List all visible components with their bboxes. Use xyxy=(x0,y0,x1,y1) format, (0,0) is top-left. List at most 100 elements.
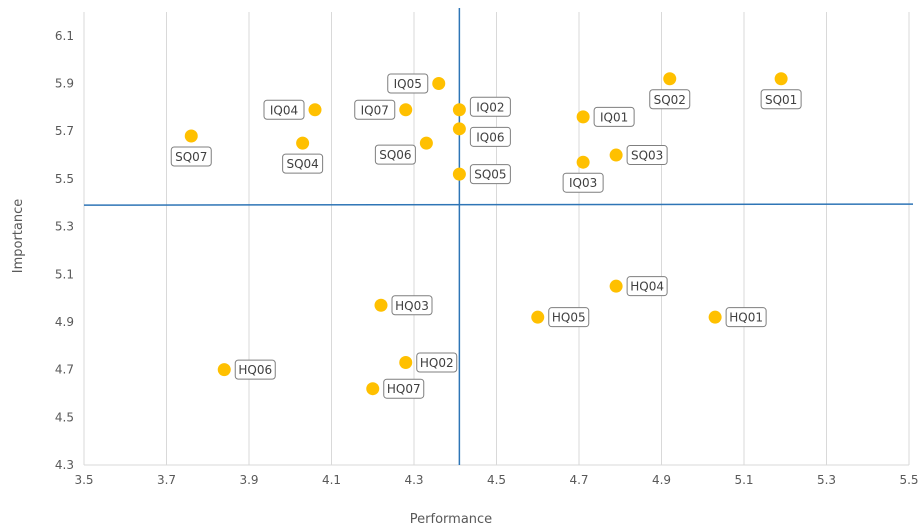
point-label: HQ01 xyxy=(725,307,767,328)
reference-lines xyxy=(83,8,914,465)
point-label-box xyxy=(383,378,425,399)
point-label: IQ03 xyxy=(562,172,604,193)
data-point xyxy=(184,129,198,143)
x-tick-label: 5.1 xyxy=(734,473,753,487)
data-point xyxy=(708,310,722,324)
point-label: SQ04 xyxy=(282,153,324,174)
data-point xyxy=(452,103,466,117)
point-label: HQ06 xyxy=(234,359,276,380)
data-point xyxy=(399,355,413,369)
point-label-text: HQ03 xyxy=(395,299,429,313)
point-label: IQ05 xyxy=(387,73,429,94)
point-label-box xyxy=(548,307,590,328)
point-label: SQ06 xyxy=(374,144,416,165)
point-label-text: IQ02 xyxy=(476,100,504,114)
point-label-box xyxy=(391,295,433,316)
data-point xyxy=(217,363,231,377)
point-label-box xyxy=(562,172,604,193)
point-label: IQ02 xyxy=(469,96,511,117)
data-point xyxy=(774,72,788,86)
point-label-box xyxy=(626,145,668,166)
grid-layer xyxy=(83,12,910,466)
x-tick-label: 3.9 xyxy=(239,473,258,487)
point-label-box xyxy=(416,352,458,373)
point-label-text: SQ01 xyxy=(765,93,797,107)
point-label: SQ03 xyxy=(626,145,668,166)
data-point xyxy=(663,72,677,86)
point-label: SQ05 xyxy=(469,164,511,185)
y-tick-label: 5.1 xyxy=(55,267,74,281)
x-tick-label: 3.7 xyxy=(157,473,176,487)
point-label-box xyxy=(282,153,324,174)
point-label-text: HQ02 xyxy=(420,356,454,370)
x-tick-label: 5.5 xyxy=(899,473,918,487)
x-tick-label: 4.9 xyxy=(652,473,671,487)
data-point xyxy=(452,167,466,181)
point-label-text: HQ07 xyxy=(387,382,421,396)
point-label-text: SQ05 xyxy=(474,168,506,182)
point-label: HQ02 xyxy=(416,352,458,373)
data-point xyxy=(399,103,413,117)
x-tick-label: 5.3 xyxy=(817,473,836,487)
x-axis-title: Performance xyxy=(410,512,492,527)
horizontal-reference-line xyxy=(83,203,914,206)
point-label-box xyxy=(170,146,212,167)
point-label-box xyxy=(725,307,767,328)
data-point xyxy=(374,298,388,312)
point-label-box xyxy=(354,99,396,120)
point-label-text: SQ02 xyxy=(654,93,686,107)
point-label-text: IQ04 xyxy=(270,103,298,117)
point-label: IQ07 xyxy=(354,99,396,120)
data-point xyxy=(432,77,446,91)
data-point xyxy=(366,382,380,396)
point-label-text: HQ04 xyxy=(630,280,664,294)
point-label-text: HQ01 xyxy=(729,311,763,325)
point-label-box xyxy=(387,73,429,94)
point-label-text: IQ05 xyxy=(394,77,422,91)
point-label: SQ01 xyxy=(760,89,802,110)
point-label-text: IQ06 xyxy=(476,130,504,144)
y-tick-label: 5.5 xyxy=(55,172,74,186)
y-tick-label: 5.3 xyxy=(55,220,74,234)
x-tick-label: 4.7 xyxy=(569,473,588,487)
data-point xyxy=(419,136,433,150)
point-label-text: SQ07 xyxy=(175,150,207,164)
data-point xyxy=(308,103,322,117)
point-label-box xyxy=(374,144,416,165)
data-points xyxy=(184,72,788,396)
y-tick-label: 5.7 xyxy=(55,124,74,138)
data-point xyxy=(296,136,310,150)
y-tick-label: 4.3 xyxy=(55,458,74,472)
x-tick-label: 4.1 xyxy=(322,473,341,487)
x-tick-label: 3.5 xyxy=(74,473,93,487)
point-label: HQ07 xyxy=(383,378,425,399)
point-label-box xyxy=(760,89,802,110)
y-tick-label: 5.9 xyxy=(55,77,74,91)
data-point xyxy=(609,279,623,293)
point-labels: SQ01 SQ02 SQ03 SQ04 SQ05 SQ06 SQ07 IQ01 IQ02 IQ03… xyxy=(170,73,802,399)
point-label-text: SQ06 xyxy=(379,148,411,162)
point-label: HQ03 xyxy=(391,295,433,316)
point-label-text: IQ01 xyxy=(600,110,628,124)
y-axis-title: Importance xyxy=(11,199,26,274)
x-tick-label: 4.3 xyxy=(404,473,423,487)
point-label-box xyxy=(469,96,511,117)
point-label-box xyxy=(469,164,511,185)
point-label: IQ01 xyxy=(593,106,635,127)
point-label-text: IQ03 xyxy=(569,176,597,190)
point-label-text: SQ04 xyxy=(286,157,318,171)
point-label-text: HQ05 xyxy=(552,311,586,325)
point-label-text: SQ03 xyxy=(631,149,663,163)
point-label: IQ06 xyxy=(469,126,511,147)
point-label-text: HQ06 xyxy=(238,363,272,377)
point-label: HQ05 xyxy=(548,307,590,328)
point-label-box xyxy=(649,89,691,110)
data-point xyxy=(576,110,590,124)
tick-labels: 3.5 3.7 3.9 4.1 4.3 4.5 4.7 4.9 5.1 5.3 5.5 4.3 4.5 4… xyxy=(55,29,919,487)
data-point xyxy=(576,155,590,169)
y-tick-label: 4.9 xyxy=(55,315,74,329)
point-label-box xyxy=(469,126,511,147)
point-label-box xyxy=(626,276,668,297)
y-tick-label: 6.1 xyxy=(55,29,74,43)
